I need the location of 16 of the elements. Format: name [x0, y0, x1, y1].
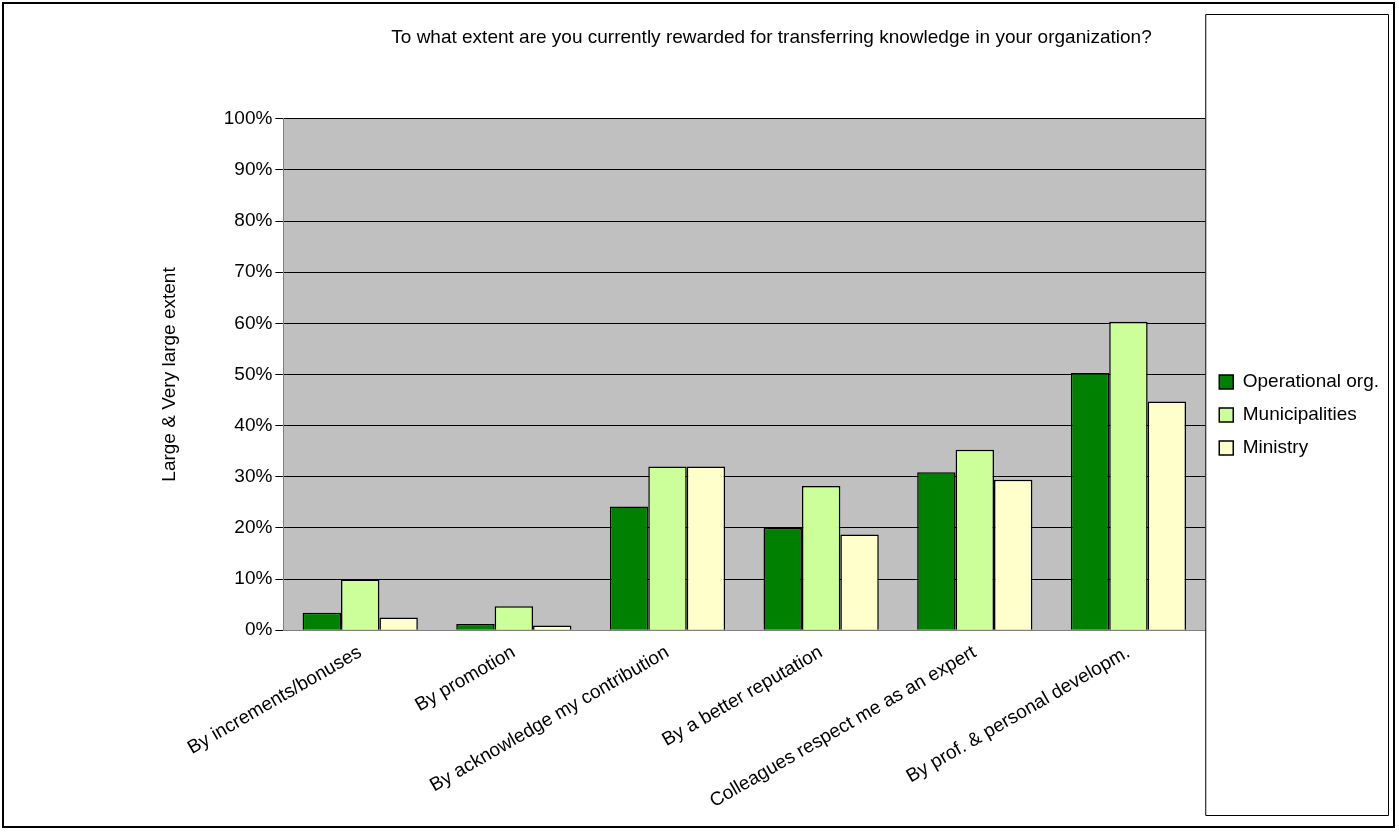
y-tick-label: 100%: [223, 107, 273, 129]
y-tick-label: 50%: [234, 362, 273, 384]
chart-title: To what extent are you currently rewarded for transferring knowledge in your organization?: [391, 25, 1152, 47]
legend-label: Operational org.: [1242, 370, 1379, 392]
y-tick-label: 80%: [234, 209, 273, 231]
y-tick-label: 90%: [234, 158, 273, 180]
y-tick-label: 40%: [234, 413, 273, 435]
y-tick-label: 70%: [234, 260, 273, 282]
y-tick-label: 60%: [234, 311, 273, 333]
y-tick-label: 20%: [234, 516, 273, 538]
y-tick-label: 0%: [244, 618, 273, 640]
y-axis-title: Large & Very large extent: [157, 266, 179, 482]
y-tick-label: 10%: [234, 567, 273, 589]
y-tick-label: 30%: [234, 464, 273, 486]
legend-label: Municipalities: [1242, 403, 1357, 425]
legend-label: Ministry: [1242, 436, 1309, 458]
